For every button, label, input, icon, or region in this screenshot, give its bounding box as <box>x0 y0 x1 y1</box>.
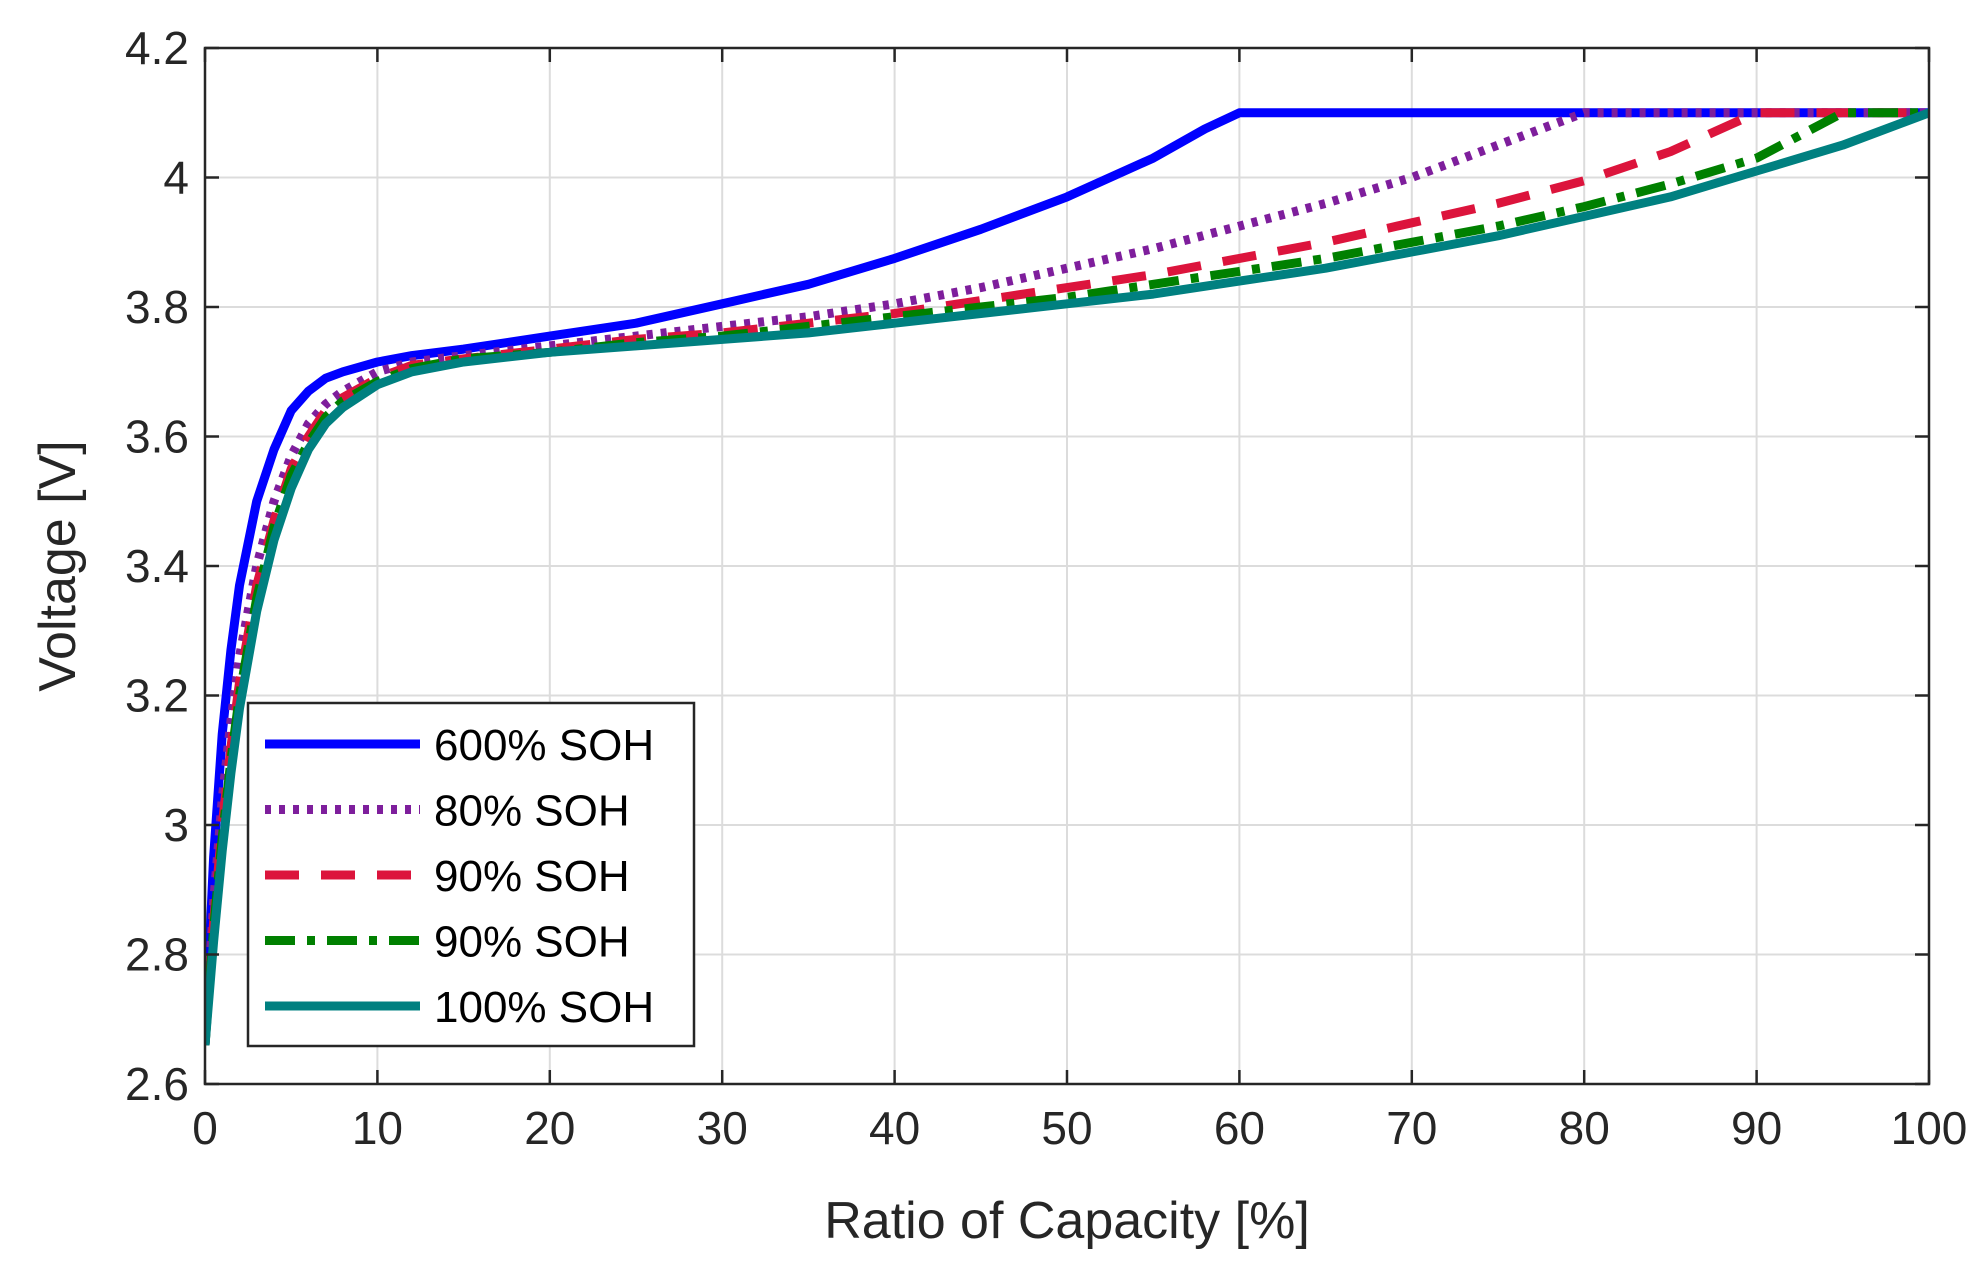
x-tick-label: 40 <box>869 1102 920 1154</box>
series-line-5 <box>205 108 1929 1046</box>
x-tick-label: 80 <box>1559 1102 1610 1154</box>
legend-label-5: 100% SOH <box>434 983 654 1032</box>
ticks <box>203 46 1931 1086</box>
y-tick-label: 3 <box>163 799 189 851</box>
x-tick-label: 30 <box>697 1102 748 1154</box>
x-tick-label: 90 <box>1731 1102 1782 1154</box>
y-tick-label: 3.2 <box>125 670 189 722</box>
legend-label-3: 90% SOH <box>434 852 630 901</box>
legend-entries: 600% SOH 80% SOH 90% SOH 90% SOH 100% SOH <box>265 721 654 1032</box>
series-layer <box>205 108 1929 1046</box>
y-tick-label: 2.6 <box>125 1058 189 1110</box>
x-tick-label: 50 <box>1041 1102 1092 1154</box>
x-tick-label: 20 <box>524 1102 575 1154</box>
y-tick-label: 4.2 <box>125 22 189 74</box>
y-tick-label: 3.6 <box>125 411 189 463</box>
series-line-1 <box>205 108 1929 1046</box>
y-tick-label: 3.8 <box>125 281 189 333</box>
x-tick-label: 10 <box>352 1102 403 1154</box>
x-tick-labels: 0 10 20 30 40 50 60 70 80 90 100 <box>192 1102 1967 1154</box>
x-tick-label: 0 <box>192 1102 218 1154</box>
legend-label-4: 90% SOH <box>434 918 630 967</box>
x-tick-label: 70 <box>1386 1102 1437 1154</box>
x-tick-label: 100 <box>1891 1102 1968 1154</box>
y-tick-label: 2.8 <box>125 929 189 981</box>
y-tick-labels: 2.6 2.8 3 3.2 3.4 3.6 3.8 4 4.2 <box>125 22 189 1110</box>
legend: 600% SOH 80% SOH 90% SOH 90% SOH 100% SOH <box>246 701 696 1048</box>
y-axis-label: Voltage [V] <box>29 440 87 692</box>
y-tick-label: 3.4 <box>125 540 189 592</box>
legend-label-2: 80% SOH <box>434 787 630 836</box>
x-tick-label: 60 <box>1214 1102 1265 1154</box>
legend-label-1: 600% SOH <box>434 721 654 770</box>
x-axis-label: Ratio of Capacity [%] <box>824 1192 1310 1250</box>
y-tick-label: 4 <box>163 152 189 204</box>
